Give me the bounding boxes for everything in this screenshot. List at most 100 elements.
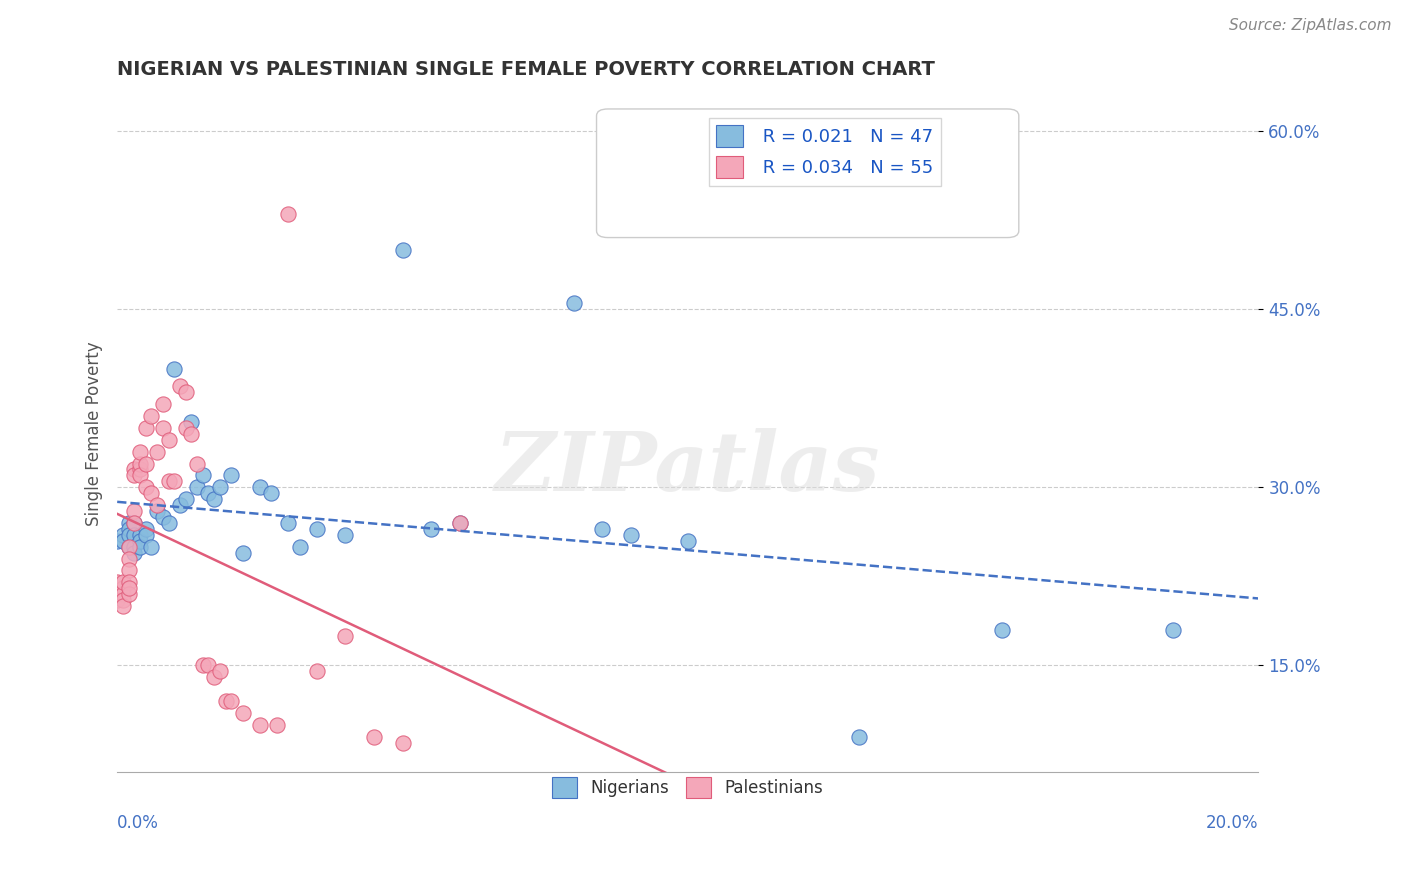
- Point: [105, 593, 128, 607]
- Point: [129, 444, 152, 458]
- Point: [848, 730, 870, 744]
- Point: [117, 551, 139, 566]
- Point: [124, 516, 146, 530]
- Point: [221, 694, 243, 708]
- Point: [249, 480, 271, 494]
- Point: [180, 415, 202, 429]
- Point: [124, 516, 146, 530]
- Point: [117, 528, 139, 542]
- Point: [146, 444, 169, 458]
- Point: [146, 498, 169, 512]
- Point: [111, 593, 134, 607]
- Point: [141, 540, 163, 554]
- Point: [111, 581, 134, 595]
- Point: [174, 421, 197, 435]
- Point: [249, 717, 271, 731]
- Point: [157, 516, 180, 530]
- Point: [105, 575, 128, 590]
- Point: [129, 462, 152, 476]
- Y-axis label: Single Female Poverty: Single Female Poverty: [86, 342, 103, 526]
- Point: [266, 717, 288, 731]
- Point: [174, 385, 197, 400]
- FancyBboxPatch shape: [596, 109, 1019, 237]
- Point: [197, 486, 219, 500]
- Point: [124, 528, 146, 542]
- Point: [174, 492, 197, 507]
- Point: [202, 670, 225, 684]
- Point: [129, 540, 152, 554]
- Point: [221, 468, 243, 483]
- Point: [163, 361, 186, 376]
- Point: [117, 540, 139, 554]
- Point: [111, 528, 134, 542]
- Point: [163, 475, 186, 489]
- Point: [232, 706, 254, 720]
- Text: Source: ZipAtlas.com: Source: ZipAtlas.com: [1229, 18, 1392, 33]
- Point: [449, 516, 471, 530]
- Point: [191, 658, 214, 673]
- Point: [135, 522, 157, 536]
- Legend: Nigerians, Palestinians: Nigerians, Palestinians: [546, 771, 830, 805]
- Point: [152, 397, 174, 411]
- Point: [391, 243, 413, 257]
- Point: [391, 735, 413, 749]
- Point: [105, 587, 128, 601]
- Point: [129, 533, 152, 548]
- Point: [186, 480, 208, 494]
- Point: [214, 694, 236, 708]
- Point: [117, 540, 139, 554]
- Point: [135, 421, 157, 435]
- Point: [129, 468, 152, 483]
- Point: [124, 468, 146, 483]
- Point: [277, 207, 299, 221]
- Point: [111, 599, 134, 613]
- Point: [129, 528, 152, 542]
- Point: [157, 433, 180, 447]
- Point: [157, 475, 180, 489]
- Point: [117, 575, 139, 590]
- Point: [117, 516, 139, 530]
- Point: [363, 730, 385, 744]
- Point: [186, 457, 208, 471]
- Text: ZIPatlas: ZIPatlas: [495, 427, 880, 508]
- Point: [197, 658, 219, 673]
- Point: [169, 379, 191, 393]
- Point: [1161, 623, 1184, 637]
- Point: [208, 665, 231, 679]
- Point: [117, 581, 139, 595]
- Point: [202, 492, 225, 507]
- Point: [135, 457, 157, 471]
- Point: [152, 510, 174, 524]
- Text: 20.0%: 20.0%: [1206, 814, 1258, 831]
- Point: [124, 545, 146, 559]
- Point: [129, 457, 152, 471]
- Point: [111, 587, 134, 601]
- Point: [124, 540, 146, 554]
- Point: [449, 516, 471, 530]
- Point: [260, 486, 283, 500]
- Point: [208, 480, 231, 494]
- Point: [676, 533, 699, 548]
- Text: NIGERIAN VS PALESTINIAN SINGLE FEMALE POVERTY CORRELATION CHART: NIGERIAN VS PALESTINIAN SINGLE FEMALE PO…: [117, 60, 935, 78]
- Point: [591, 522, 613, 536]
- Point: [620, 528, 643, 542]
- Point: [146, 504, 169, 518]
- Point: [135, 480, 157, 494]
- Point: [117, 587, 139, 601]
- Point: [135, 528, 157, 542]
- Point: [305, 522, 328, 536]
- Point: [111, 533, 134, 548]
- Point: [117, 563, 139, 577]
- Point: [191, 468, 214, 483]
- Point: [232, 545, 254, 559]
- Point: [335, 629, 357, 643]
- Point: [105, 581, 128, 595]
- Point: [141, 486, 163, 500]
- Point: [277, 516, 299, 530]
- Point: [169, 498, 191, 512]
- Point: [124, 504, 146, 518]
- Point: [420, 522, 443, 536]
- Point: [288, 540, 311, 554]
- Point: [141, 409, 163, 423]
- Point: [105, 533, 128, 548]
